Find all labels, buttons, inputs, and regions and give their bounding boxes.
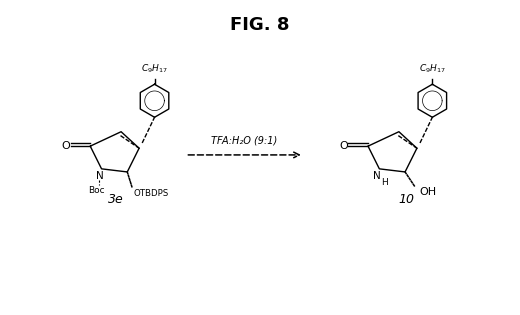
Text: OH: OH [420,186,437,197]
Text: $C_9H_{17}$: $C_9H_{17}$ [141,62,168,75]
Text: TFA:H₂O (9:1): TFA:H₂O (9:1) [212,136,278,146]
Text: 3e: 3e [108,193,124,206]
Text: $C_9H_{17}$: $C_9H_{17}$ [419,62,446,75]
Text: O: O [339,141,348,151]
Text: FIG. 8: FIG. 8 [230,16,290,34]
Text: Boc: Boc [88,186,105,195]
Text: O: O [61,141,70,151]
Text: OTBDPS: OTBDPS [134,189,168,198]
Text: 10: 10 [399,193,414,206]
Text: N: N [96,171,103,181]
Text: N: N [373,171,381,181]
Text: H: H [381,178,388,187]
